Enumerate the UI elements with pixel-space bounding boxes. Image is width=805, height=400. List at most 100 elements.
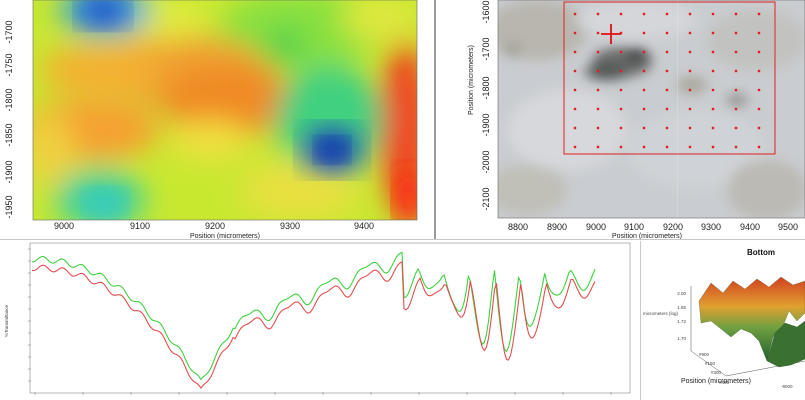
micrograph-y-tick: -1600 [481, 0, 491, 23]
micrograph-x-tick: 9300 [701, 222, 721, 232]
grid-point [573, 145, 577, 149]
grid-point [642, 31, 646, 35]
svg-text:1.70: 1.70 [677, 336, 686, 341]
grid-point [757, 145, 761, 149]
grid-point [711, 88, 715, 92]
grid-point [642, 50, 646, 54]
grid-point [596, 31, 600, 35]
heatmap-x-tick: 9300 [280, 221, 300, 231]
svg-text:2.00: 2.00 [677, 291, 686, 296]
heatmap-y-tick: -1850 [4, 123, 14, 146]
heatmap-x-label: Position (micrometers) [190, 233, 260, 240]
grid-point [642, 12, 646, 16]
svg-text:-9000: -9000 [781, 384, 793, 389]
svg-text:#900: #900 [699, 352, 710, 357]
micrograph-x-tick: 8800 [508, 222, 528, 232]
grid-point [573, 50, 577, 54]
micrograph-y-tick: -1700 [481, 37, 491, 60]
grid-point [711, 31, 715, 35]
grid-point [665, 145, 669, 149]
grid-point [573, 31, 577, 35]
grid-point [573, 107, 577, 111]
micrograph-x-tick: 9400 [740, 222, 760, 232]
micrograph-x-tick: 9500 [778, 222, 798, 232]
surface-plot: Bottom 2.00 1.85 1.72 1.70 micrometers (… [643, 248, 805, 389]
measurement-grid [563, 1, 776, 155]
grid-point [665, 31, 669, 35]
grid-point [573, 88, 577, 92]
grid-point [757, 12, 761, 16]
micrograph-y-tick: -1800 [481, 76, 491, 99]
micrograph-y-tick: -1900 [481, 113, 491, 136]
grid-point [688, 126, 692, 130]
surface-z-label: micrometers (log) [643, 311, 679, 316]
grid-point [619, 50, 623, 54]
micrograph-y-axis: Position (micrometers) -1600 -1700 -1800… [468, 0, 491, 210]
grid-point [665, 50, 669, 54]
heatmap-surface [33, 0, 417, 220]
grid-point [734, 50, 738, 54]
spectrum-x-tick-marks [34, 392, 612, 395]
grid-point [688, 107, 692, 111]
grid-point [757, 69, 761, 73]
heatmap-y-tick: -1800 [4, 88, 14, 111]
surface-mesh [698, 276, 805, 362]
measurement-grid-frame [563, 1, 776, 155]
spectrum-chart: %Transmittance [4, 242, 631, 395]
grid-point [596, 88, 600, 92]
grid-point [688, 69, 692, 73]
heatmap-chart: 9000 9100 9200 9300 9400 Position (micro… [4, 0, 418, 240]
grid-point [757, 50, 761, 54]
grid-point [596, 69, 600, 73]
grid-point [734, 88, 738, 92]
grid-point [757, 107, 761, 111]
heatmap-x-axis: 9000 9100 9200 9300 9400 Position (micro… [54, 221, 374, 240]
grid-point [573, 69, 577, 73]
grid-point [573, 12, 577, 16]
micrograph-y-tick: -2000 [481, 150, 491, 173]
micrograph-y-tick: -2100 [481, 187, 491, 210]
grid-point [688, 145, 692, 149]
grid-point [596, 50, 600, 54]
grid-point [688, 50, 692, 54]
spectrum-y-label: %Transmittance [4, 304, 9, 337]
grid-point [734, 126, 738, 130]
grid-point [642, 145, 646, 149]
svg-text:#300: #300 [711, 370, 722, 375]
surface-z-ticks: 2.00 1.85 1.72 1.70 [677, 291, 686, 341]
grid-point [642, 126, 646, 130]
heatmap-x-tick: 9400 [354, 221, 374, 231]
grid-point [688, 31, 692, 35]
grid-point [665, 126, 669, 130]
surface-x-ticks: #900 #150 #300 #400 -9000 [699, 352, 793, 389]
grid-point [688, 88, 692, 92]
grid-point [596, 12, 600, 16]
cursor-marker [601, 24, 621, 44]
micrograph-y-label: Position (micrometers) [468, 45, 475, 115]
grid-point [665, 69, 669, 73]
panel-divider [434, 0, 436, 240]
micrograph-view: 8800 8900 9000 9100 9200 9300 9400 9500 … [468, 0, 805, 240]
grid-point [734, 12, 738, 16]
grid-point [619, 69, 623, 73]
spectrum-y-tick-marks [28, 248, 31, 382]
surface-mesh-back [766, 320, 805, 368]
grid-point [619, 126, 623, 130]
grid-point [596, 126, 600, 130]
grid-point [596, 145, 600, 149]
grid-point [734, 107, 738, 111]
heatmap-y-tick: -1700 [4, 20, 14, 43]
grid-point [573, 126, 577, 130]
grid-point [619, 88, 623, 92]
grid-point [711, 126, 715, 130]
panel-divider [0, 239, 805, 240]
grid-point [619, 107, 623, 111]
grid-point [734, 31, 738, 35]
svg-text:1.72: 1.72 [677, 319, 686, 324]
micrograph-x-tick: 8900 [547, 222, 567, 232]
grid-point [619, 12, 623, 16]
heatmap-y-tick: -1900 [4, 160, 14, 183]
grid-point [711, 12, 715, 16]
heatmap-x-tick: 9000 [54, 221, 74, 231]
svg-text:#150: #150 [705, 361, 716, 366]
